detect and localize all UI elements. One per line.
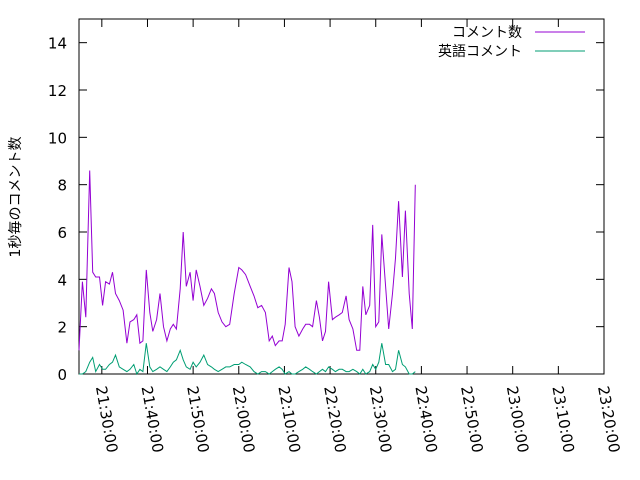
legend-label-1: 英語コメント (438, 43, 522, 60)
x-tick-label: 23:10:00 (548, 385, 577, 454)
x-tick-label: 22:00:00 (229, 385, 258, 454)
y-axis-label: 1秒毎のコメント数 (8, 137, 24, 258)
y-tick-label: 4 (57, 271, 67, 289)
y-tick-label: 14 (48, 35, 67, 53)
plot-frame (78, 18, 605, 375)
series-line-0 (78, 170, 416, 351)
plot-border (78, 18, 605, 375)
y-tick-label: 6 (57, 224, 67, 242)
x-tick-label: 22:30:00 (366, 385, 395, 454)
y-tick-label: 0 (57, 366, 67, 384)
y-tick-label: 12 (48, 82, 67, 100)
x-tick-label: 22:40:00 (411, 385, 440, 454)
x-tick-label: 21:40:00 (138, 385, 167, 454)
x-tick-label: 21:50:00 (183, 385, 212, 454)
x-axis: 21:30:00 21:40:00 21:50:00 22:00:00 22:10:00… (92, 19, 623, 454)
y-tick-label: 10 (48, 129, 67, 147)
x-tick-label: 22:10:00 (274, 385, 303, 454)
series-lines (78, 170, 416, 376)
legend-label-0: コメント数 (452, 25, 522, 41)
x-tick-label: 23:20:00 (594, 385, 623, 454)
y-tick-label: 8 (57, 177, 67, 195)
y-axis: 0 2 4 6 8 10 12 14 (48, 35, 604, 384)
y-tick-label: 2 (57, 319, 67, 337)
x-tick-label: 22:20:00 (320, 385, 349, 454)
series-line-1 (79, 343, 416, 376)
x-tick-label: 22:50:00 (457, 385, 486, 454)
x-tick-label: 21:30:00 (92, 385, 121, 454)
x-tick-label: 23:00:00 (503, 385, 532, 454)
